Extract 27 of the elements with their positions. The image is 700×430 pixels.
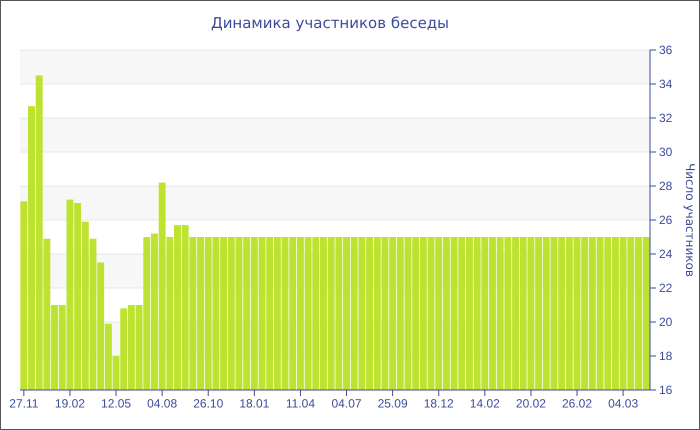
y-tick-label: 30	[659, 144, 673, 159]
y-tick-label: 24	[659, 246, 673, 261]
x-tick-label: 04.07	[332, 396, 362, 411]
x-tick-label: 04.08	[147, 396, 178, 411]
y-tick-label: 26	[659, 212, 673, 227]
x-tick-label: 19.02	[54, 396, 86, 411]
x-tick-label: 18.12	[424, 396, 454, 411]
x-tick-label: 26.10	[193, 396, 224, 411]
y-tick-label: 20	[659, 314, 673, 329]
y-tick-label: 34	[659, 76, 673, 91]
chart-title: Динамика участников беседы	[210, 14, 450, 32]
x-tick-label: 04.03	[608, 396, 638, 411]
x-tick-label: 26.02	[562, 396, 592, 411]
x-tick-label: 12.05	[101, 396, 132, 411]
y-tick-label: 32	[659, 110, 673, 125]
x-tick-label: 18.01	[239, 396, 270, 411]
x-tick-label: 20.02	[516, 396, 546, 411]
y-tick-label: 18	[659, 348, 673, 363]
x-tick-label: 14.02	[470, 396, 500, 411]
y-tick-label: 16	[659, 382, 673, 397]
y-axis-title: Число участников	[683, 163, 697, 277]
y-tick-label: 28	[659, 178, 673, 193]
y-tick-label: 36	[659, 42, 673, 57]
x-tick-label: 25.09	[378, 396, 408, 411]
y-tick-label: 22	[659, 280, 673, 295]
x-tick-label: 27.11	[9, 396, 39, 411]
x-tick-label: 11.04	[286, 396, 316, 411]
